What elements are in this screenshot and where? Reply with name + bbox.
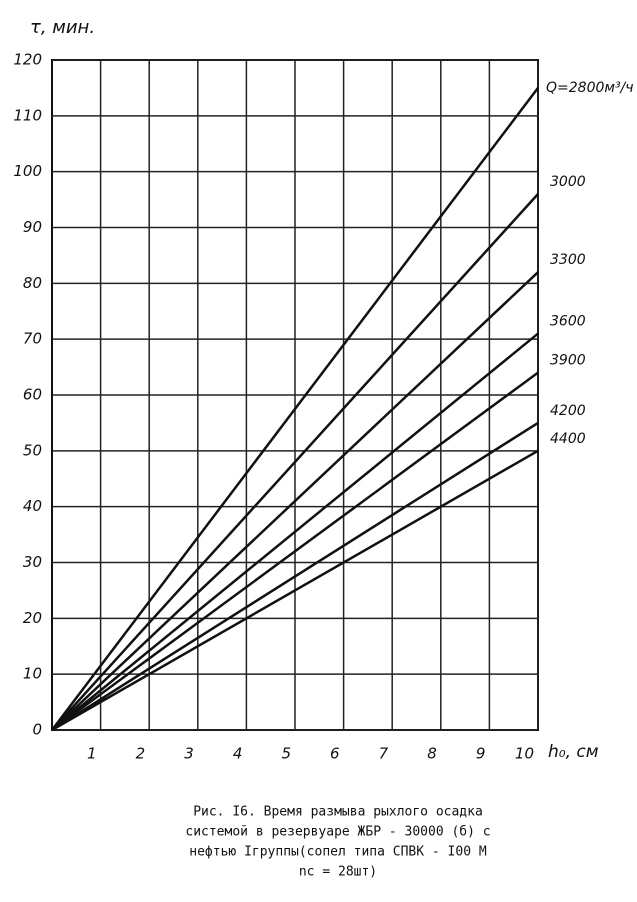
caption-line: нефтью Iгруппы(сопел типа СПВК - I00 М bbox=[189, 845, 487, 860]
y-tick-label: 70 bbox=[23, 330, 42, 348]
y-tick-label: 50 bbox=[23, 441, 42, 459]
series-line bbox=[51, 421, 539, 732]
y-tick-label: 110 bbox=[13, 106, 42, 124]
y-tick-label: 60 bbox=[23, 386, 42, 404]
x-tick-label: 6 bbox=[330, 745, 340, 763]
series-line bbox=[51, 371, 539, 732]
series-line bbox=[51, 193, 539, 731]
series-label: 4400 bbox=[550, 431, 586, 447]
x-tick-label: 8 bbox=[427, 745, 437, 763]
x-tick-label: 3 bbox=[184, 745, 194, 763]
x-tick-label: 10 bbox=[515, 745, 534, 763]
y-tick-label: 120 bbox=[13, 51, 42, 69]
series-label: 3300 bbox=[550, 252, 586, 268]
caption-line: системой в резервуаре ЖБР - 30000 (б) с bbox=[185, 825, 490, 840]
series-line bbox=[51, 271, 539, 731]
series-label: 3600 bbox=[550, 314, 586, 330]
x-tick-label: 7 bbox=[379, 745, 389, 763]
y-tick-label: 40 bbox=[23, 497, 42, 515]
y-tick-label: 0 bbox=[32, 721, 42, 739]
y-axis-label: τ, мин. bbox=[30, 17, 95, 38]
x-tick-label: 5 bbox=[281, 745, 291, 763]
series-line bbox=[51, 449, 539, 732]
series-label: 3900 bbox=[550, 353, 586, 369]
x-tick-label: 4 bbox=[233, 745, 243, 763]
caption-line: nс = 28шт) bbox=[299, 865, 377, 880]
y-tick-label: 20 bbox=[23, 609, 42, 627]
series-label: Q=2800м³/ч bbox=[546, 80, 634, 96]
x-tick-label: 9 bbox=[476, 745, 486, 763]
series-label: 4200 bbox=[550, 403, 586, 419]
y-tick-label: 10 bbox=[23, 665, 42, 683]
caption-line: Рис. I6. Время размыва рыхлого осадка bbox=[193, 805, 483, 820]
series-label: 3000 bbox=[550, 174, 586, 190]
x-tick-label: 2 bbox=[136, 745, 146, 763]
series-line bbox=[51, 332, 539, 731]
x-axis-label: h₀, см bbox=[548, 742, 599, 762]
y-tick-label: 100 bbox=[13, 162, 42, 180]
y-tick-label: 80 bbox=[23, 274, 42, 292]
y-tick-label: 90 bbox=[23, 218, 42, 236]
x-tick-label: 1 bbox=[87, 745, 97, 763]
y-tick-label: 30 bbox=[23, 553, 42, 571]
series-line bbox=[51, 87, 539, 731]
